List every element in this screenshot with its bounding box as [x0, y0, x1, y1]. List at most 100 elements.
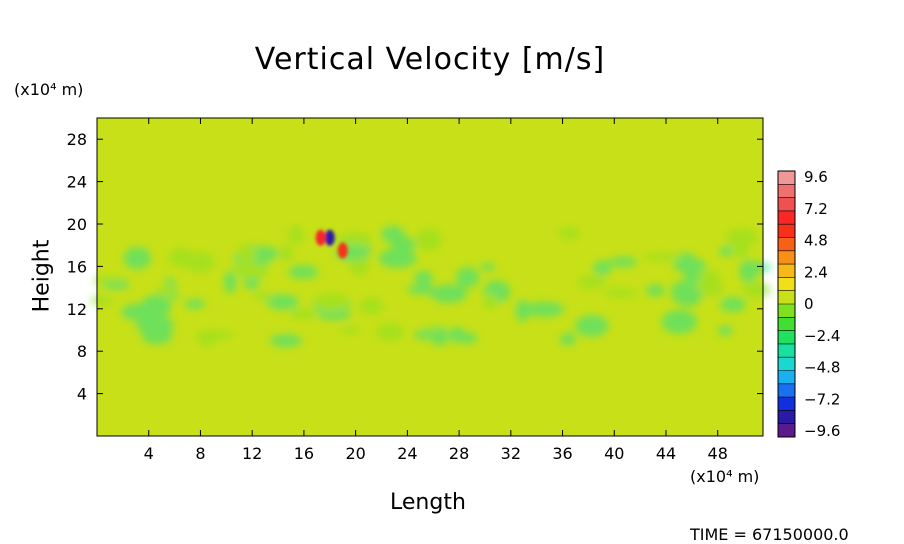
turbulence-patch	[645, 284, 666, 297]
y-tick-label: 16	[67, 257, 87, 276]
x-axis-label: Length	[390, 490, 466, 515]
x-tick-label: 48	[708, 444, 728, 463]
turbulence-patch	[448, 326, 466, 343]
colorbar-swatch	[778, 397, 795, 411]
x-tick-label: 32	[501, 444, 521, 463]
x-tick-label: 4	[144, 444, 154, 463]
turbulence-patch	[558, 226, 580, 241]
colorbar-label: −4.8	[804, 359, 840, 377]
y-unit-label: (x10⁴ m)	[14, 80, 84, 99]
colorbar-label: 9.6	[804, 168, 828, 186]
turbulence-patch	[237, 243, 256, 264]
colorbar-swatch	[778, 330, 795, 345]
turbulence-patch	[577, 274, 607, 289]
turbulence-band	[89, 225, 773, 348]
turbulence-patch	[515, 299, 530, 322]
colorbar-swatch	[778, 224, 795, 238]
turbulence-patch	[524, 301, 565, 317]
turbulence-patch	[661, 310, 698, 334]
turbulence-patch	[279, 245, 294, 262]
turbulence-patch	[679, 297, 699, 307]
x-tick-label: 8	[195, 444, 205, 463]
turbulence-patch	[390, 236, 417, 252]
velocity-field	[89, 118, 773, 436]
turbulence-patch	[313, 293, 349, 311]
colorbar-swatch	[778, 250, 795, 265]
turbulence-patch	[288, 265, 319, 280]
x-tick-label: 24	[397, 444, 417, 463]
colorbar-swatch	[778, 370, 795, 385]
turbulence-patch	[376, 322, 404, 342]
x-tick-label: 12	[242, 444, 262, 463]
field-features	[315, 229, 348, 259]
turbulence-patch	[266, 294, 300, 311]
x-tick-label: 40	[604, 444, 624, 463]
turbulence-patch	[184, 299, 206, 309]
colorbar-swatch	[778, 423, 795, 438]
turbulence-patch	[136, 314, 174, 335]
velocity-feature	[315, 229, 326, 246]
y-tick-label: 24	[67, 173, 87, 192]
colorbar-swatch	[778, 304, 795, 318]
turbulence-patch	[288, 307, 317, 320]
x-tick-label: 20	[345, 444, 365, 463]
colorbar-swatch	[778, 277, 795, 291]
turbulence-patch	[269, 334, 303, 348]
turbulence-patch	[223, 270, 237, 294]
turbulence-patch	[414, 270, 434, 286]
y-axis-ticks: 4 8 12 16 20 24 28	[67, 130, 763, 404]
turbulence-patch	[742, 282, 771, 298]
colorbar-label: 2.4	[804, 263, 828, 281]
velocity-feature	[337, 242, 348, 259]
y-tick-label: 4	[77, 385, 87, 404]
turbulence-patch	[166, 253, 206, 267]
colorbar-label: −9.6	[804, 422, 840, 440]
x-tick-label: 16	[294, 444, 314, 463]
turbulence-patch	[482, 294, 498, 310]
colorbar-label: −2.4	[804, 327, 840, 345]
turbulence-patch	[158, 282, 173, 298]
turbulence-patch	[431, 327, 449, 346]
turbulence-patch	[359, 297, 385, 314]
colorbar-swatch	[778, 197, 795, 212]
colorbar-swatch	[778, 210, 795, 225]
colorbar-label: 4.8	[804, 232, 828, 250]
turbulence-patch	[609, 256, 638, 267]
turbulence-patch	[717, 325, 733, 336]
plot-frame	[96, 117, 764, 437]
x-tick-label: 28	[449, 444, 469, 463]
turbulence-patch	[643, 252, 681, 262]
turbulence-patch	[340, 326, 360, 335]
turbulence-patch	[230, 263, 270, 278]
colorbar: 9.6 7.2 4.8 2.4 0 −2.4 −4.8 −7.2 −9.6	[777, 168, 840, 440]
turbulence-patch	[480, 263, 495, 272]
turbulence-patch	[378, 248, 417, 269]
colorbar-swatch	[778, 343, 795, 358]
turbulence-patch	[287, 225, 304, 245]
turbulence-patch	[199, 333, 214, 348]
colorbar-swatch	[778, 357, 795, 371]
turbulence-patch	[336, 232, 373, 248]
turbulence-patch	[249, 246, 279, 262]
turbulence-patch	[430, 284, 468, 303]
time-label: TIME = 67150000.0	[690, 525, 849, 544]
colorbar-swatch	[778, 317, 795, 331]
turbulence-patch	[673, 258, 707, 274]
colorbar-swatch	[778, 264, 795, 278]
colorbar-swatch	[778, 383, 795, 398]
colorbar-swatch	[778, 237, 795, 252]
turbulence-patch	[593, 260, 612, 276]
turbulence-patch	[416, 227, 442, 252]
turbulence-patch	[123, 246, 152, 270]
velocity-feature	[324, 229, 335, 246]
turbulence-patch	[406, 284, 437, 295]
turbulence-patch	[560, 332, 576, 346]
x-tick-label: 44	[656, 444, 676, 463]
turbulence-patch	[102, 281, 130, 290]
colorbar-label: 7.2	[804, 200, 828, 218]
colorbar-swatch	[778, 184, 795, 198]
turbulence-patch	[121, 303, 149, 321]
turbulence-patch	[575, 315, 609, 337]
turbulence-patch	[725, 228, 759, 247]
